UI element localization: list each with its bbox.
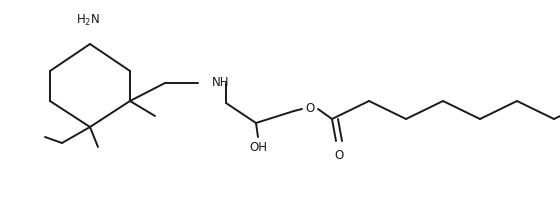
Text: OH: OH [249, 141, 267, 154]
Text: NH: NH [212, 76, 230, 90]
Text: O: O [334, 149, 344, 162]
Text: O: O [305, 102, 315, 115]
Text: H$_2$N: H$_2$N [76, 13, 100, 28]
